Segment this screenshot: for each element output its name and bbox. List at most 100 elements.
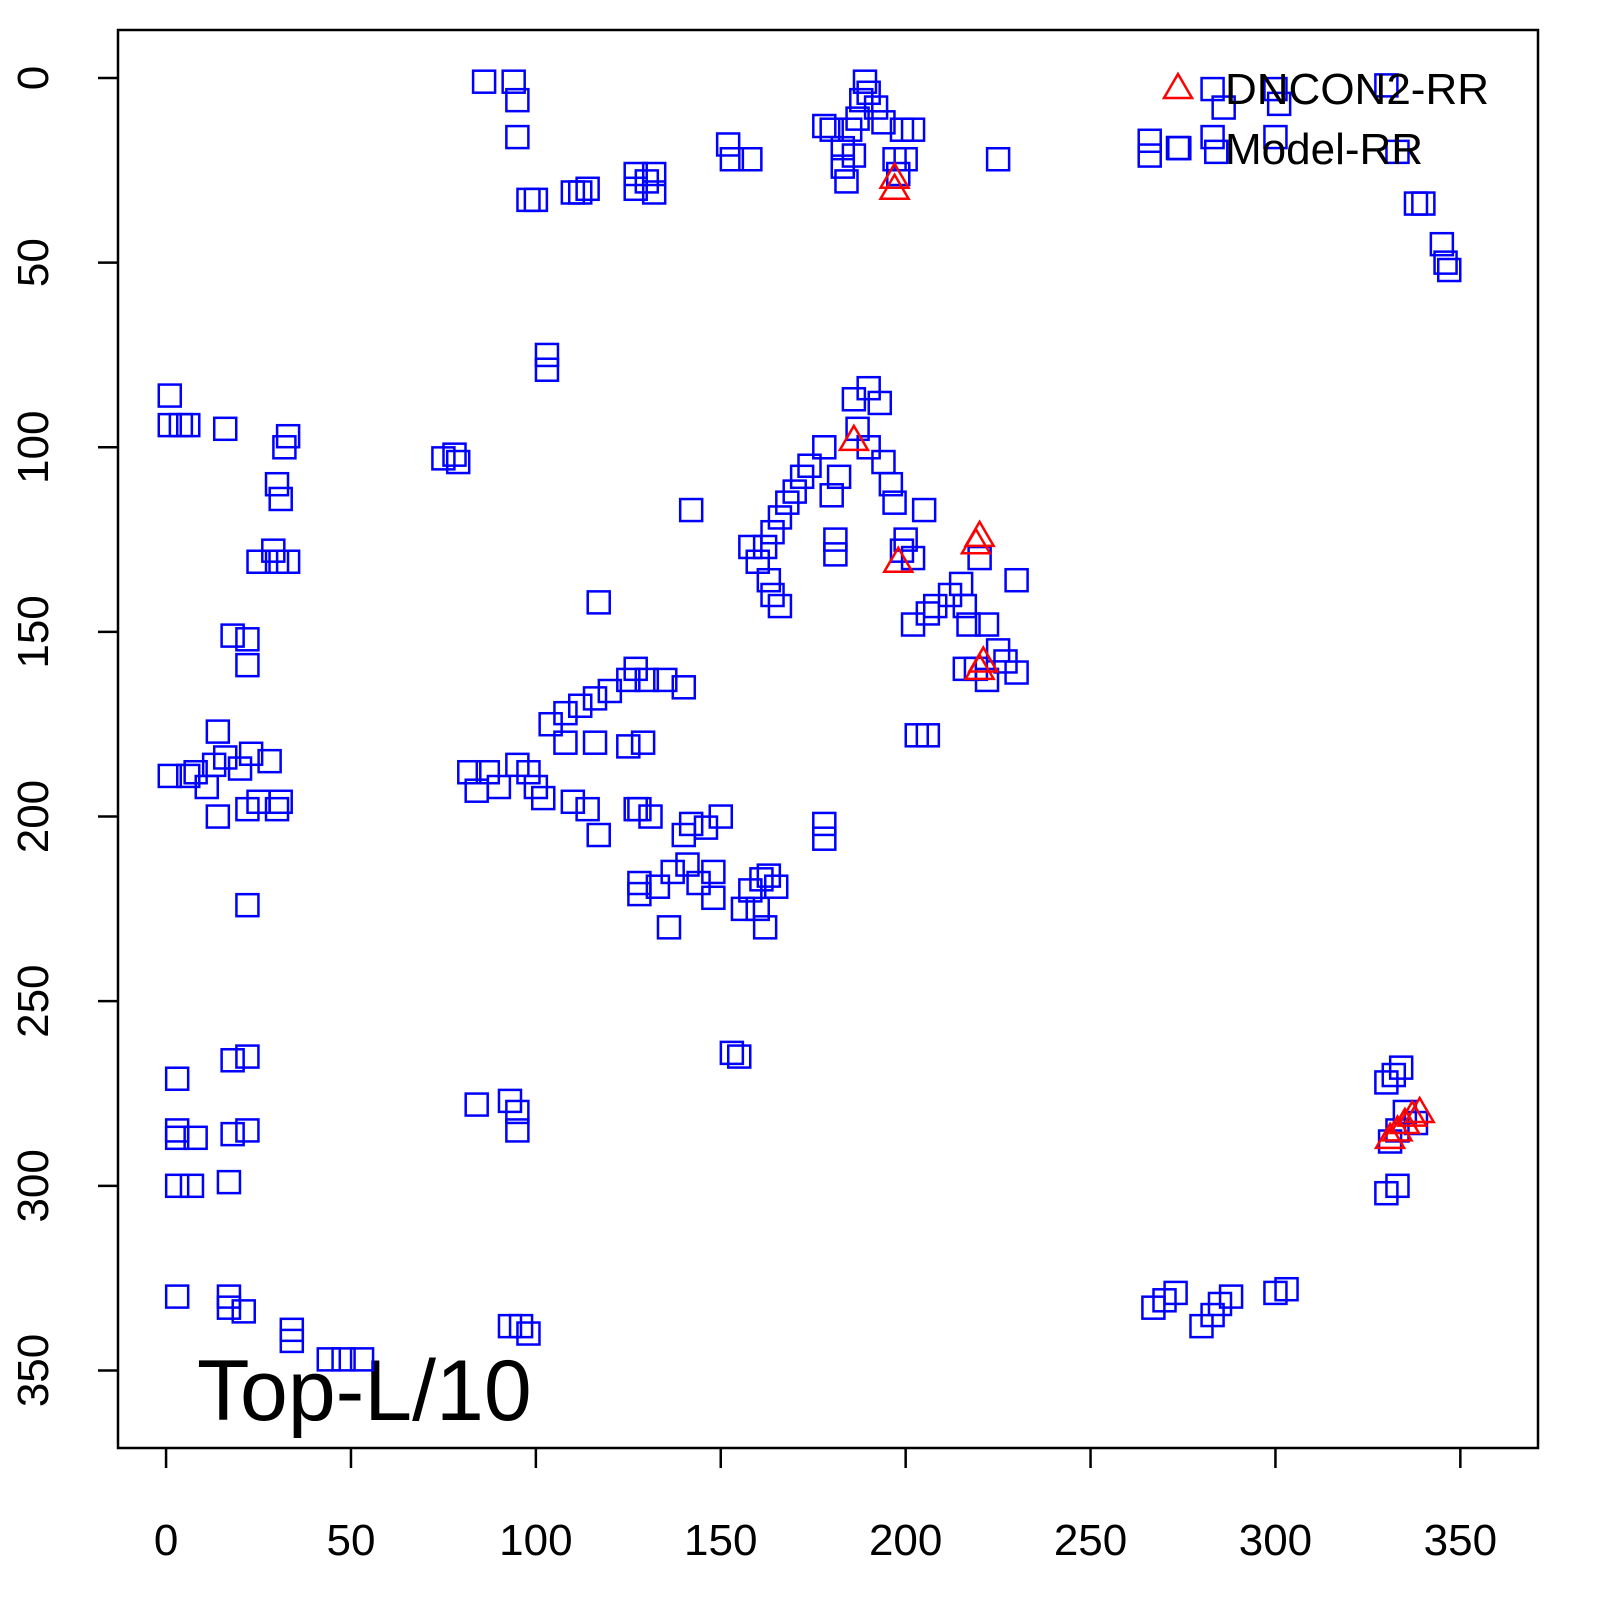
legend-label: Model-RR <box>1225 125 1423 174</box>
square-marker <box>516 759 541 785</box>
square-marker <box>867 390 893 416</box>
square-marker <box>915 723 941 748</box>
plot-frame <box>116 28 1540 1450</box>
square-marker <box>268 486 293 512</box>
square-marker <box>582 686 608 711</box>
x-tick-label: 50 <box>326 1516 375 1565</box>
triangle-marker <box>878 161 911 189</box>
square-marker <box>752 915 778 940</box>
square-marker <box>157 383 183 408</box>
square-marker <box>1200 124 1225 150</box>
square-marker <box>730 896 756 922</box>
square-marker <box>445 449 471 475</box>
square-marker <box>1204 139 1229 165</box>
square-marker <box>1403 191 1429 216</box>
square-marker <box>183 1125 208 1151</box>
square-marker <box>638 804 663 829</box>
triangle-marker <box>1381 1113 1414 1142</box>
square-marker <box>708 804 734 829</box>
square-marker <box>645 874 671 899</box>
square-marker <box>871 449 896 475</box>
square-marker <box>442 442 467 467</box>
triangle-marker <box>1373 1121 1407 1150</box>
square-marker <box>316 1347 342 1372</box>
square-marker <box>553 730 578 755</box>
y-tick-label: 150 <box>9 595 58 668</box>
square-marker <box>268 789 293 815</box>
square-marker <box>641 180 667 205</box>
y-tick-label: 0 <box>9 66 58 90</box>
square-marker <box>826 464 852 490</box>
square-marker <box>1004 567 1029 593</box>
square-marker <box>678 497 704 523</box>
square-marker <box>756 567 782 593</box>
square-marker <box>220 1121 245 1147</box>
square-marker <box>331 1347 356 1372</box>
square-marker <box>749 867 774 892</box>
square-marker <box>701 885 726 911</box>
square-marker <box>508 1313 534 1339</box>
y-tick-label: 100 <box>9 411 58 484</box>
triangle-marker <box>963 652 996 681</box>
square-marker <box>678 811 704 837</box>
square-marker <box>911 497 937 523</box>
square-marker <box>878 471 904 497</box>
y-tick-label: 350 <box>9 1334 58 1407</box>
square-marker <box>534 357 560 382</box>
square-marker <box>486 774 512 800</box>
square-marker <box>1137 128 1162 154</box>
square-marker <box>235 652 260 678</box>
y-tick-label: 50 <box>9 238 58 287</box>
square-marker <box>767 505 793 530</box>
square-marker <box>849 87 874 113</box>
square-marker <box>586 822 611 848</box>
square-marker <box>719 1040 745 1066</box>
square-marker <box>812 113 837 139</box>
square-marker <box>1211 95 1236 120</box>
square-marker <box>856 80 881 106</box>
square-marker <box>985 146 1011 172</box>
square-marker <box>752 534 778 560</box>
square-marker <box>893 146 918 172</box>
square-marker <box>349 1347 375 1372</box>
square-marker <box>630 730 656 755</box>
square-marker <box>656 915 682 940</box>
square-marker <box>505 1099 530 1125</box>
square-marker <box>523 187 549 213</box>
square-marker <box>1381 1062 1407 1088</box>
square-marker <box>553 700 578 726</box>
square-marker <box>623 796 648 822</box>
square-marker <box>1274 1276 1299 1302</box>
square-marker <box>231 1299 256 1324</box>
square-marker <box>220 623 245 648</box>
square-marker <box>1266 91 1292 117</box>
square-marker <box>812 811 837 837</box>
square-marker <box>257 748 282 774</box>
square-marker <box>1004 660 1029 685</box>
square-marker <box>812 826 837 851</box>
square-marker <box>531 785 556 811</box>
triangle-marker <box>837 423 871 452</box>
x-tick-label: 250 <box>1054 1516 1127 1565</box>
x-tick-label: 100 <box>499 1516 572 1565</box>
square-marker <box>1433 250 1458 275</box>
square-marker <box>745 896 770 922</box>
square-marker <box>216 1169 242 1195</box>
square-marker <box>701 859 726 885</box>
square-marker <box>279 1328 305 1354</box>
square-marker <box>505 1118 530 1143</box>
legend-marker <box>1165 135 1191 161</box>
square-marker <box>1385 139 1410 165</box>
square-marker <box>205 719 231 744</box>
square-marker <box>238 741 264 767</box>
square-marker <box>627 881 652 907</box>
square-marker <box>738 146 763 172</box>
square-marker <box>272 435 297 460</box>
square-marker <box>812 435 837 460</box>
triangle-marker <box>1396 1099 1429 1127</box>
square-marker <box>1411 191 1436 216</box>
square-marker <box>856 435 881 460</box>
square-marker <box>586 590 611 615</box>
